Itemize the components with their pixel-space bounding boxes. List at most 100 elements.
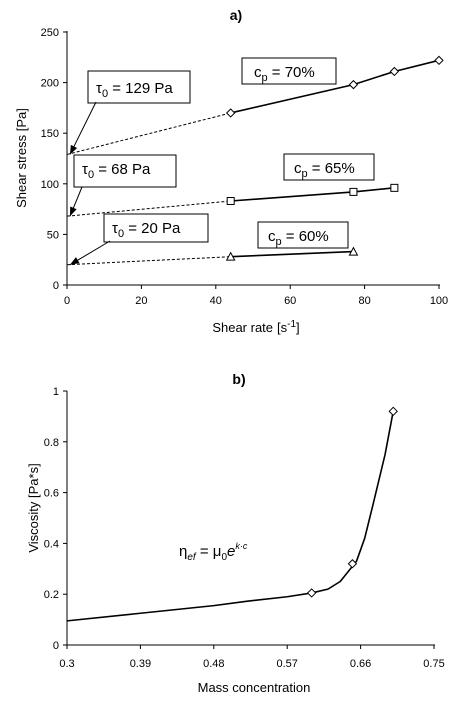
annotation-68-value: = 68 Pa — [94, 161, 151, 178]
annotation-box-68: τ0 = 68 Pa — [73, 154, 177, 188]
panel-a-label: a) — [230, 7, 242, 23]
x-tick-label: 0.75 — [423, 658, 444, 670]
panel-b-y-label: Viscosity [Pa*s] — [26, 463, 41, 552]
diamond-marker — [434, 55, 444, 66]
extrapolation-line — [66, 112, 231, 155]
formula-exponent: k·c — [235, 541, 247, 551]
triangle-marker — [348, 246, 359, 256]
cp-symbol: c — [254, 64, 262, 81]
y-tick-label: 0.8 — [44, 437, 59, 449]
tau-subscript: 0 — [88, 169, 94, 181]
panel-a-y-label: Shear stress [Pa] — [14, 108, 29, 208]
panel-a-x-unit-open: [s — [277, 320, 288, 335]
series-label-box-70: cp = 70% — [241, 57, 337, 85]
extrapolation-line — [66, 200, 231, 217]
panel-a-x-label-name: Shear rate — [212, 320, 273, 335]
series-line — [230, 250, 354, 258]
diamond-marker — [347, 559, 358, 569]
y-tick-label: 250 — [41, 27, 59, 39]
y-tick-label: 0 — [53, 280, 59, 292]
y-tick-label: 50 — [47, 229, 59, 241]
cp-symbol: c — [268, 228, 276, 245]
panel-b-label: b) — [232, 371, 245, 387]
y-tick-label: 0.4 — [44, 538, 59, 550]
tau-subscript: 0 — [102, 88, 108, 100]
cp-symbol: c — [294, 160, 302, 177]
panel-b-x-label: Mass concentration — [198, 680, 311, 695]
tau-subscript: 0 — [118, 228, 124, 240]
x-tick-label: 100 — [430, 295, 448, 307]
annotation-box-129: τ0 = 129 Pa — [87, 70, 191, 104]
square-marker — [390, 183, 399, 192]
panel-b: b) 0.3 0.39 0.48 0.57 0.66 0.75 0 0.2 0.4 0.6 0.8… — [26, 371, 445, 695]
series-label-70-text: cp = 70% — [254, 64, 315, 84]
cp-subscript: p — [276, 236, 282, 248]
square-marker — [226, 197, 235, 206]
formula-e: e — [227, 543, 235, 560]
panel-a-series — [66, 55, 444, 266]
series-label-65-value: = 65% — [308, 160, 355, 177]
y-tick-label: 200 — [41, 78, 59, 90]
x-tick-label: 40 — [210, 295, 222, 307]
tau-symbol: τ — [82, 161, 88, 178]
series-label-box-65: cp = 65% — [283, 153, 375, 181]
tau-symbol: τ — [96, 80, 102, 97]
panel-a-y-ticks: 0 50 100 150 200 250 — [41, 27, 67, 292]
y-tick-label: 1 — [53, 386, 59, 398]
annotation-box-20: τ0 = 20 Pa — [103, 213, 209, 243]
formula-mu: = μ — [196, 543, 222, 560]
panel-b-x-ticks: 0.3 0.39 0.48 0.57 0.66 0.75 — [59, 645, 445, 670]
annotation-20-value: = 20 Pa — [124, 220, 181, 237]
y-tick-label: 0.6 — [44, 488, 59, 500]
x-tick-label: 80 — [358, 295, 370, 307]
x-tick-label: 0.3 — [59, 658, 74, 670]
series-label-60-value: = 60% — [282, 228, 329, 245]
annotation-arrow-head — [70, 206, 77, 217]
annotation-129-value: = 129 Pa — [108, 80, 173, 97]
series-line — [230, 59, 440, 114]
y-tick-label: 150 — [41, 128, 59, 140]
annotation-20-text: τ0 = 20 Pa — [112, 220, 181, 240]
panel-a-x-ticks: 0 20 40 60 80 100 — [64, 285, 448, 307]
annotation-68-text: τ0 = 68 Pa — [82, 161, 151, 181]
x-tick-label: 0.48 — [203, 658, 224, 670]
formula-eta: η — [179, 543, 187, 560]
tau-symbol: τ — [112, 220, 118, 237]
series-label-60-text: cp = 60% — [268, 228, 329, 248]
annotation-arrow-line — [69, 101, 97, 155]
y-tick-label: 0 — [53, 640, 59, 652]
viscosity-curve — [66, 411, 395, 622]
panel-b-y-ticks: 0 0.2 0.4 0.6 0.8 1 — [44, 386, 67, 652]
annotation-129-text: τ0 = 129 Pa — [96, 80, 173, 100]
y-tick-label: 100 — [41, 179, 59, 191]
series-label-70-value: = 70% — [268, 64, 315, 81]
y-tick-label: 0.2 — [44, 589, 59, 601]
panel-a-x-unit-close: ] — [296, 320, 300, 335]
diamond-marker — [306, 588, 317, 598]
series-label-box-60: cp = 60% — [257, 221, 349, 249]
triangle-marker — [225, 251, 236, 261]
extrapolation-line — [66, 256, 231, 266]
annotation-arrow-head — [70, 144, 78, 155]
x-tick-label: 60 — [284, 295, 296, 307]
panel-a: a) 0 20 40 60 80 100 0 50 100 150 200 250 Shear st… — [14, 7, 448, 335]
x-tick-label: 0.66 — [350, 658, 371, 670]
x-tick-label: 0.57 — [276, 658, 297, 670]
formula-mu-sub: 0 — [221, 552, 227, 563]
panel-a-x-label: Shear rate [s-1] — [212, 319, 299, 335]
cp-subscript: p — [302, 168, 308, 180]
annotation-arrow-head — [70, 257, 80, 265]
formula-eta-sub: ef — [187, 552, 197, 563]
cp-subscript: p — [262, 72, 268, 84]
panel-a-x-unit-sup: -1 — [287, 319, 296, 330]
diamond-marker — [225, 108, 236, 118]
x-tick-label: 0.39 — [130, 658, 151, 670]
diamond-marker — [348, 79, 359, 90]
x-tick-label: 0 — [64, 295, 70, 307]
panel-a-arrows — [69, 101, 111, 266]
x-tick-label: 20 — [135, 295, 147, 307]
square-marker — [349, 187, 358, 196]
series-line — [230, 187, 395, 202]
diamond-marker — [389, 66, 400, 77]
